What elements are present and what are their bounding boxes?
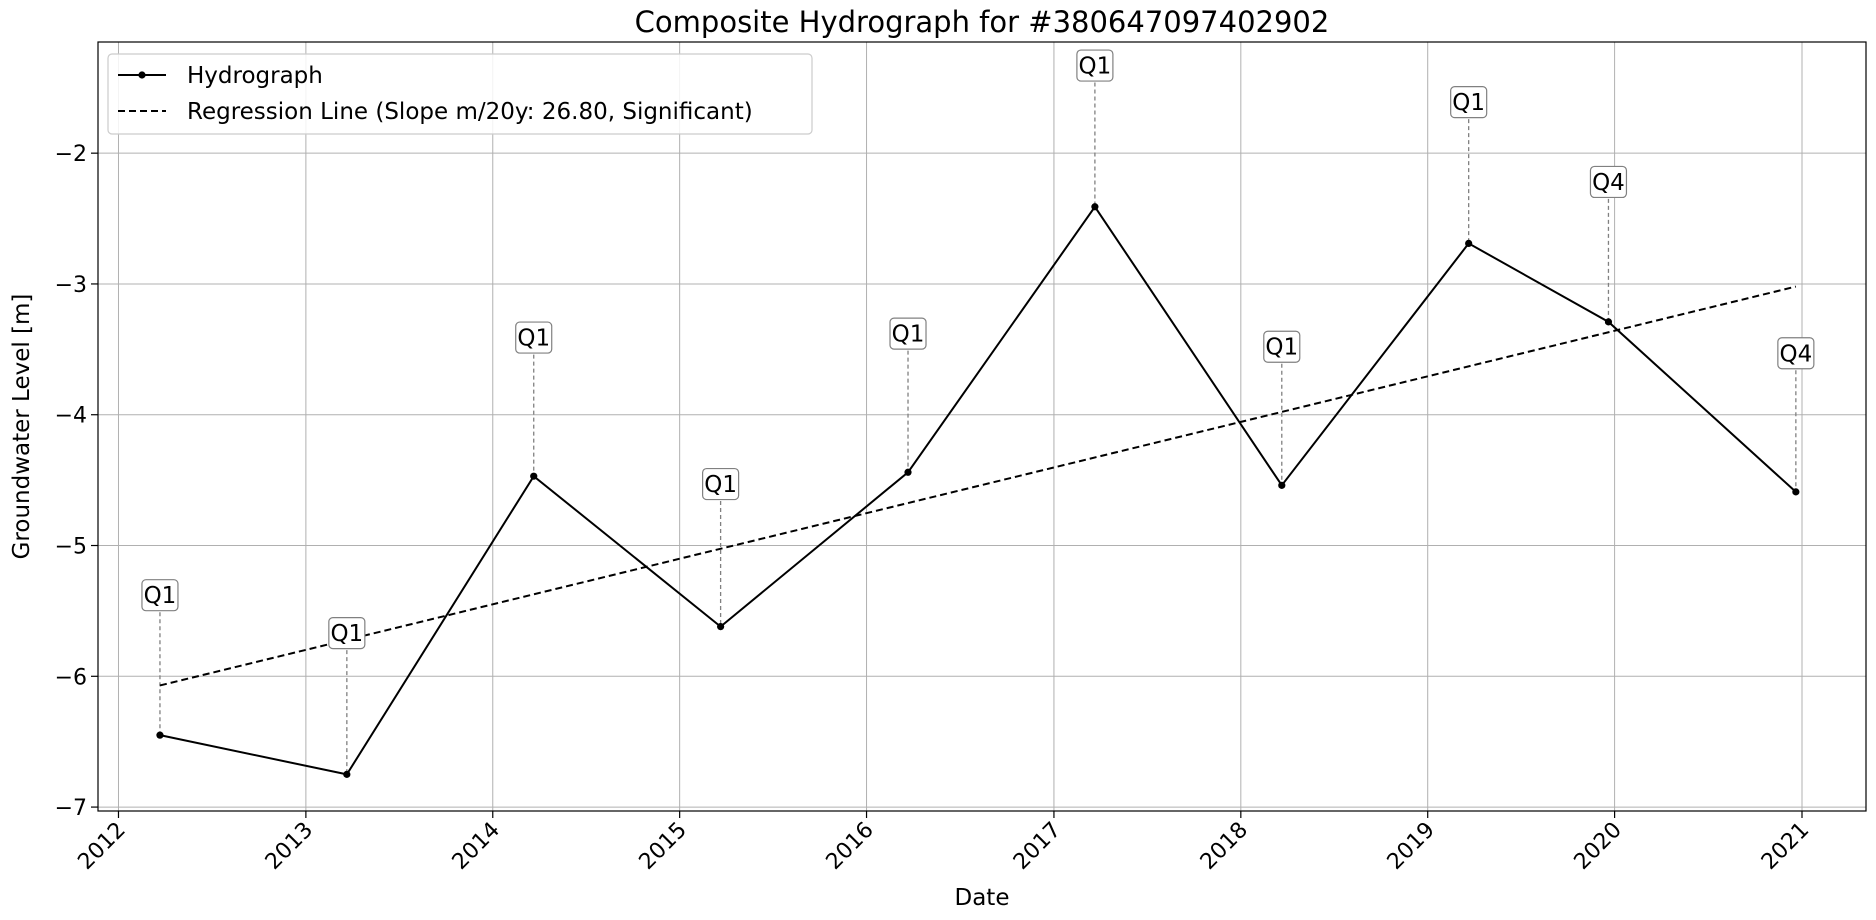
x-tick-label: 2018 [1196, 818, 1253, 875]
annotation-label: Q1 [892, 322, 925, 348]
annotation-label: Q1 [144, 583, 177, 609]
annotation-box [1777, 337, 1815, 370]
x-axis-label: Date [955, 885, 1010, 911]
hydrograph-point [1465, 239, 1473, 248]
annotation-box [1589, 165, 1628, 199]
y-axis-label: Groundwater Level [m] [9, 294, 35, 560]
y-tick-label: −4 [55, 404, 87, 429]
annotation-label: Q1 [704, 472, 737, 498]
hydrograph-point [1278, 481, 1286, 489]
annotation-labels: Q1 Q1 Q1 Q1 Q1 Q1 Q1 Q1 Q4 Q4 [141, 49, 1815, 650]
annotation-box [1263, 330, 1301, 363]
axis-ticks: 2012 2013 2014 2015 2016 2017 2018 2019 2020 2021… [55, 142, 1815, 875]
legend-regression-label: Regression Line (Slope m/20y: 26.80, Sig… [187, 99, 753, 125]
x-tick-label: 2019 [1383, 818, 1440, 875]
regression-line [159, 285, 1797, 687]
annotation-leaders [159, 82, 1797, 775]
chart-title: Composite Hydrograph for #38064709740290… [635, 5, 1330, 39]
annotation-label: Q1 [330, 621, 363, 647]
hydrograph-point [343, 770, 351, 778]
y-tick-label: −7 [55, 796, 87, 821]
hydrograph-point [1792, 488, 1800, 496]
x-tick-label: 2016 [822, 818, 879, 875]
annotation-label: Q1 [517, 326, 550, 352]
x-tick-label: 2021 [1757, 818, 1814, 875]
annotation-box [889, 317, 927, 350]
annotation-box [1076, 49, 1114, 82]
x-tick-label: 2017 [1009, 818, 1066, 875]
x-tick-label: 2014 [448, 818, 505, 875]
legend-hydrograph-marker [138, 71, 146, 79]
y-tick-label: −5 [55, 535, 87, 560]
x-tick-label: 2015 [635, 818, 692, 875]
hydrograph-point [156, 731, 164, 739]
hydrograph-point [530, 472, 538, 480]
hydrograph-point [717, 622, 725, 631]
annotation-label: Q1 [1079, 54, 1112, 80]
legend: Hydrograph Regression Line (Slope m/20y: … [107, 53, 813, 135]
legend-hydrograph-label: Hydrograph [187, 63, 323, 89]
annotation-box [702, 467, 740, 501]
hydrograph-point [1091, 203, 1099, 211]
y-tick-label: −6 [55, 665, 87, 690]
grid [98, 42, 1866, 811]
annotation-box [141, 579, 179, 612]
annotation-label: Q1 [1265, 335, 1298, 361]
legend-frame [107, 53, 813, 135]
x-tick-label: 2020 [1570, 818, 1627, 875]
plot-area-frame [97, 41, 1867, 812]
hydrograph-point [904, 468, 912, 476]
annotation-label: Q4 [1779, 341, 1812, 367]
x-tick-label: 2013 [261, 818, 318, 875]
hydrograph-line [159, 205, 1797, 776]
annotation-box [515, 321, 553, 354]
annotation-label: Q1 [1452, 90, 1485, 116]
y-tick-label: −2 [55, 142, 87, 167]
hydrograph-point [1604, 318, 1613, 326]
annotation-label: Q4 [1592, 170, 1625, 196]
annotation-box [1450, 86, 1488, 119]
x-tick-label: 2012 [73, 818, 130, 875]
series-layer [156, 203, 1800, 778]
annotation-box [328, 617, 366, 650]
y-tick-label: −3 [55, 273, 87, 298]
